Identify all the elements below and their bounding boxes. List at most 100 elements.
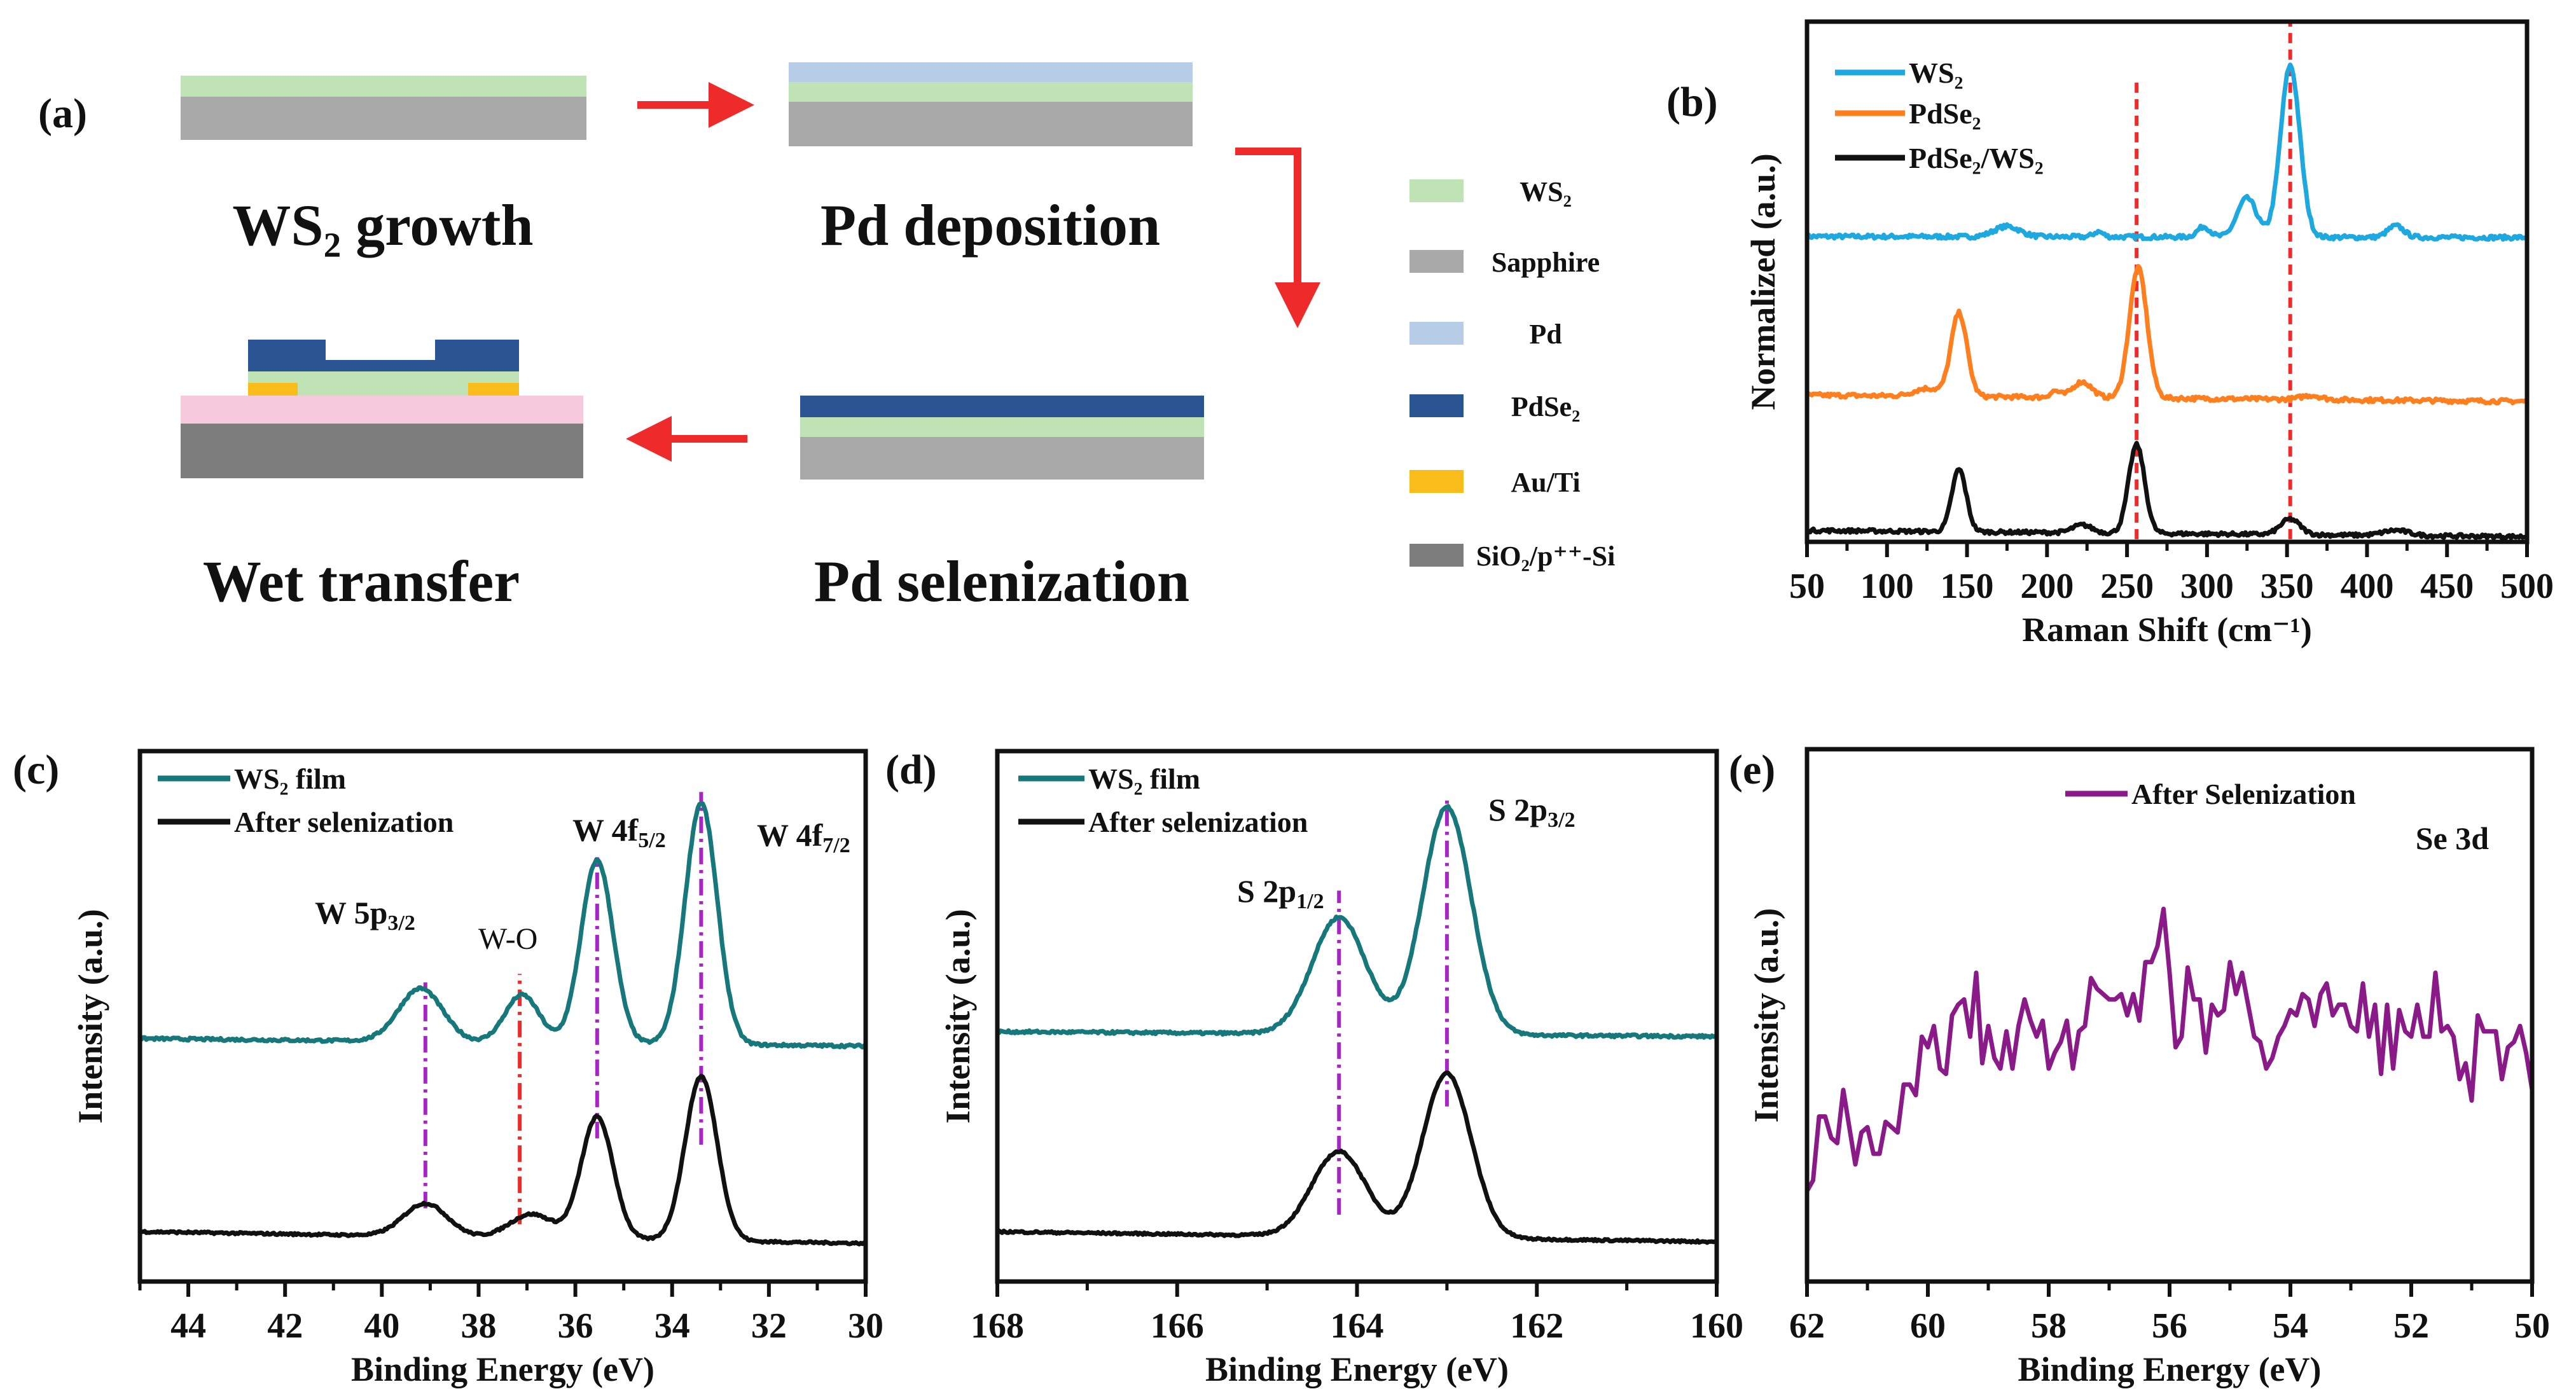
au-ti-contact-left bbox=[248, 383, 298, 396]
ws2-layer bbox=[181, 76, 586, 97]
x-tick-label: 60 bbox=[1910, 1306, 1946, 1346]
step-label-pd-selenization: Pd selenization bbox=[814, 549, 1189, 614]
legend-label: After Selenization bbox=[2131, 778, 2356, 810]
series-line bbox=[140, 1074, 866, 1247]
stack-pd-deposition bbox=[789, 62, 1193, 146]
annotation-s2p32: S 2p3/2 bbox=[1488, 792, 1575, 832]
legend-label: After selenization bbox=[234, 806, 454, 838]
x-tick-label: 38 bbox=[460, 1306, 496, 1346]
annotation-w5p32: W 5p3/2 bbox=[315, 895, 415, 935]
panel-label-a: (a) bbox=[38, 90, 87, 137]
legend-swatch bbox=[1409, 179, 1464, 202]
step-label-pd-deposition: Pd deposition bbox=[821, 193, 1160, 258]
annotation-w4f52: W 4f5/2 bbox=[572, 812, 666, 852]
si-substrate bbox=[181, 424, 583, 478]
x-tick-label: 166 bbox=[1151, 1306, 1204, 1346]
legend-label: PdSe₂/WS₂ bbox=[1909, 142, 2044, 174]
ws2-layer bbox=[800, 417, 1204, 437]
stack-pd-selenization bbox=[800, 396, 1204, 480]
material-legend: WS₂ Sapphire Pd PdSe₂ Au/Ti SiO₂/p⁺⁺-Si bbox=[1409, 176, 1615, 572]
x-tick-label: 500 bbox=[2500, 567, 2554, 606]
step-label-wet-transfer: Wet transfer bbox=[203, 549, 520, 614]
x-tick-label: 162 bbox=[1510, 1306, 1563, 1346]
legend-label: SiO₂/p⁺⁺-Si bbox=[1476, 541, 1616, 572]
x-tick-label: 30 bbox=[848, 1306, 883, 1346]
legend-label: WS₂ bbox=[1520, 176, 1572, 207]
legend-swatch bbox=[1409, 544, 1464, 567]
x-tick-label: 350 bbox=[2261, 567, 2314, 606]
annotation-se3d: Se 3d bbox=[2416, 820, 2489, 856]
annotation-w4f72: W 4f7/2 bbox=[757, 817, 850, 857]
legend-label: Sapphire bbox=[1492, 247, 1600, 278]
annotation-s2p12: S 2p1/2 bbox=[1237, 873, 1324, 913]
legend-label: After selenization bbox=[1088, 806, 1308, 838]
ws2-layer bbox=[789, 82, 1193, 102]
series-line bbox=[1807, 264, 2527, 406]
y-axis-label: Intensity (a.u.) bbox=[1747, 908, 1785, 1123]
x-tick-label: 168 bbox=[971, 1306, 1024, 1346]
sapphire-layer bbox=[181, 97, 586, 140]
sapphire-layer bbox=[800, 437, 1204, 480]
panel-label-d: (d) bbox=[885, 747, 937, 793]
pdse2-layer bbox=[800, 396, 1204, 417]
x-tick-label: 52 bbox=[2393, 1306, 2429, 1346]
x-tick-label: 62 bbox=[1789, 1306, 1825, 1346]
x-tick-label: 50 bbox=[1789, 567, 1825, 606]
pdse2-channel bbox=[248, 340, 519, 371]
sio2-layer bbox=[181, 396, 583, 424]
x-axis-label: Raman Shift (cm⁻¹) bbox=[2022, 611, 2312, 649]
chart-xps-se3d: (e) Se 3d After Selenization 62 60 58 56 54 52… bbox=[1729, 747, 2550, 1388]
x-axis-label: Binding Energy (eV) bbox=[351, 1350, 654, 1388]
x-tick-label: 450 bbox=[2420, 567, 2474, 606]
x-tick-label: 250 bbox=[2100, 567, 2154, 606]
x-tick-label: 150 bbox=[1941, 567, 1994, 606]
legend-swatch bbox=[1409, 470, 1464, 493]
legend-swatch bbox=[1409, 250, 1464, 273]
legend-swatch bbox=[1409, 322, 1464, 345]
x-tick-label: 100 bbox=[1860, 567, 1914, 606]
legend-label: Au/Ti bbox=[1511, 467, 1580, 498]
panel-label-c: (c) bbox=[13, 747, 59, 793]
device-wet-transfer bbox=[181, 340, 583, 478]
legend-label: WS₂ bbox=[1909, 57, 1963, 89]
chart-raman: (b) WS₂ PdSe₂ PdSe₂/WS₂ 50 100 150 200 250 300 35… bbox=[1666, 19, 2554, 649]
y-axis-label: Intensity (a.u.) bbox=[939, 909, 977, 1124]
series-line bbox=[997, 804, 1717, 1040]
x-tick-label: 200 bbox=[2020, 567, 2074, 606]
series-line bbox=[140, 801, 866, 1050]
chart-xps-w4f: (c) W 5p3/2 W-O W 4f5/2 W 4f7/2 WS₂ film… bbox=[13, 747, 883, 1388]
panel-label-b: (b) bbox=[1666, 79, 1718, 125]
x-tick-label: 44 bbox=[170, 1306, 206, 1346]
sapphire-layer bbox=[789, 102, 1193, 146]
x-axis-label: Binding Energy (eV) bbox=[2018, 1350, 2321, 1388]
plot-frame bbox=[137, 749, 868, 1284]
x-tick-label: 300 bbox=[2180, 567, 2234, 606]
x-tick-label: 56 bbox=[2152, 1306, 2187, 1346]
legend-label: PdSe₂ bbox=[1909, 97, 1981, 130]
series-line bbox=[1807, 906, 2532, 1192]
x-tick-label: 160 bbox=[1690, 1306, 1743, 1346]
series-line bbox=[997, 1070, 1717, 1245]
x-tick-label: 42 bbox=[267, 1306, 303, 1346]
legend-swatch bbox=[1409, 394, 1464, 417]
x-tick-label: 400 bbox=[2340, 567, 2393, 606]
au-ti-contact-right bbox=[468, 383, 519, 396]
series-line bbox=[1807, 62, 2527, 242]
series-line bbox=[1807, 441, 2527, 541]
legend-label: PdSe₂ bbox=[1511, 391, 1581, 422]
legend-label: WS₂ film bbox=[1088, 763, 1200, 795]
x-tick-label: 32 bbox=[751, 1306, 787, 1346]
panel-a-schematic: (a) WS₂ growth Pd deposition Pd seleniza… bbox=[38, 62, 1615, 614]
x-tick-label: 36 bbox=[558, 1306, 593, 1346]
y-axis-label: Intensity (a.u.) bbox=[71, 909, 109, 1124]
y-axis-label: Normalized (a.u.) bbox=[1744, 153, 1782, 410]
panel-label-e: (e) bbox=[1729, 747, 1775, 793]
legend-label: Pd bbox=[1529, 319, 1562, 350]
x-tick-label: 58 bbox=[2031, 1306, 2067, 1346]
pdse2-channel-bottom bbox=[326, 360, 435, 371]
step-label-ws2-growth: WS₂ growth bbox=[232, 193, 533, 258]
x-axis-label: Binding Energy (eV) bbox=[1205, 1350, 1509, 1388]
x-tick-label: 50 bbox=[2514, 1306, 2550, 1346]
x-tick-label: 164 bbox=[1331, 1306, 1384, 1346]
